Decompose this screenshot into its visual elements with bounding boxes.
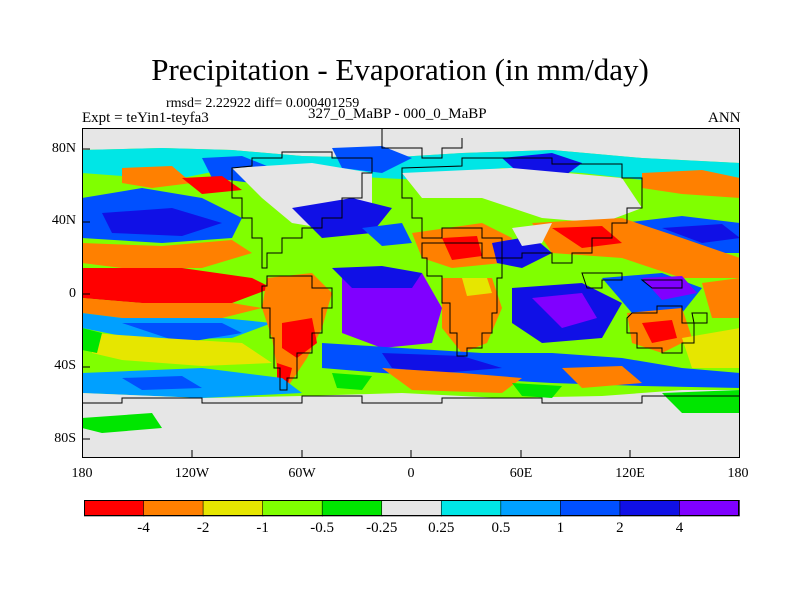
y-tick-label: 0 [69,286,76,301]
colorbar-swatch [619,500,681,517]
colorbar-label: 0.5 [491,520,511,536]
y-tick-label: 40N [51,213,76,228]
map-plot [82,128,740,458]
x-tick-label: 60W [288,466,316,481]
stats-text: rmsd= 2.22922 diff= 0.000401259 [166,96,360,111]
colorbar-swatch [560,500,621,517]
map-title: Precipitation - Evaporation (in mm/day) [151,52,649,87]
y-tick-label: 80N [51,141,76,156]
colorbar-swatch [321,500,383,517]
colorbar-swatch [143,500,204,517]
x-tick-label: 180 [71,466,93,481]
colorbar-label: 2 [616,520,624,536]
x-tick-label: 120W [174,466,210,481]
colorbar-swatch [679,500,740,517]
y-tick-label: 40S [54,358,76,373]
y-tick-label: 80S [54,431,76,446]
x-tick-label: 60E [509,466,533,481]
colorbar-label: -4 [137,520,150,536]
experiment-label: Expt = teYin1-teyfa3 [82,110,209,126]
colorbar-swatch [84,500,145,517]
colorbar-swatch [381,500,443,517]
colorbar-label: 0.25 [428,520,455,536]
colorbar-label: 4 [675,520,684,536]
x-tick-label: 180 [727,466,749,481]
colorbar-swatch [440,500,502,517]
x-tick-label: 120E [615,466,645,481]
season-label: ANN [708,110,741,126]
colorbar-label: -0.25 [366,520,398,536]
subtitle-label: 327_0_MaBP - 000_0_MaBP [308,106,487,122]
colorbar-label: -0.5 [310,520,335,536]
colorbar-label: -2 [196,520,210,536]
colorbar [84,500,740,517]
colorbar-label: -1 [256,520,269,536]
x-tick-label: 0 [407,466,415,481]
colorbar-label: 1 [556,520,565,536]
colorbar-swatch [202,500,264,517]
colorbar-swatch [500,500,562,517]
colorbar-swatch [262,500,323,517]
